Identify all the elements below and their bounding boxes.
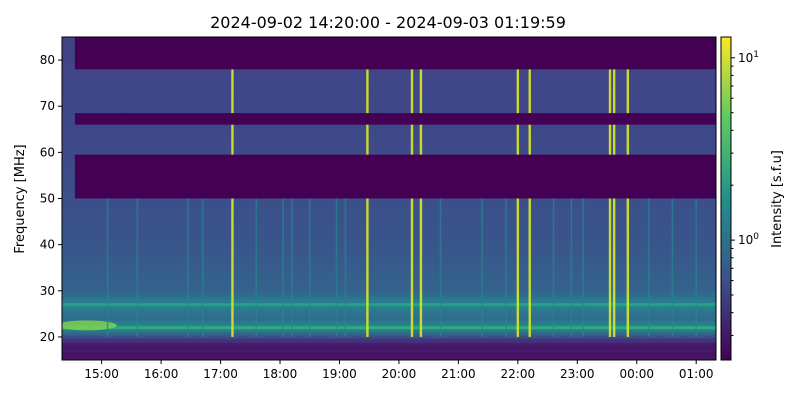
x-tick-label: 00:00 bbox=[619, 367, 654, 381]
y-tick-label: 60 bbox=[40, 145, 55, 159]
y-tick-label: 30 bbox=[40, 284, 55, 298]
faint-burst bbox=[582, 198, 585, 337]
x-tick-label: 15:00 bbox=[84, 367, 119, 381]
faint-burst bbox=[291, 198, 293, 337]
masked-band bbox=[74, 113, 716, 125]
faint-burst bbox=[106, 198, 109, 337]
faint-burst bbox=[282, 198, 284, 337]
y-axis-label: Frequency [MHz] bbox=[13, 144, 28, 253]
y-axis: 20 30 40 50 60 70 80 bbox=[40, 53, 62, 344]
x-tick-label: 18:00 bbox=[263, 367, 298, 381]
bright-burst bbox=[626, 69, 630, 337]
faint-burst bbox=[570, 198, 573, 337]
frequency-band bbox=[62, 303, 716, 307]
chart-title: 2024-09-02 14:20:00 - 2024-09-03 01:19:5… bbox=[210, 13, 566, 32]
bright-burst bbox=[410, 69, 414, 337]
bright-burst bbox=[612, 69, 616, 337]
masked-band bbox=[74, 154, 716, 199]
faint-burst bbox=[505, 198, 507, 337]
faint-burst bbox=[671, 198, 674, 337]
masked-band bbox=[74, 37, 716, 70]
bright-burst bbox=[231, 69, 234, 337]
x-tick-label: 20:00 bbox=[382, 367, 417, 381]
faint-burst bbox=[481, 198, 483, 337]
faint-burst bbox=[439, 198, 442, 337]
y-tick-label: 20 bbox=[40, 330, 55, 344]
colorbar-tick-label: 101 bbox=[738, 50, 759, 65]
faint-burst bbox=[136, 198, 139, 337]
bright-burst bbox=[516, 69, 520, 337]
frequency-band bbox=[62, 349, 716, 353]
bright-burst bbox=[419, 69, 423, 337]
faint-burst bbox=[255, 198, 258, 337]
x-tick-label: 01:00 bbox=[679, 367, 714, 381]
x-tick-label: 19:00 bbox=[322, 367, 357, 381]
bright-burst bbox=[366, 69, 369, 337]
x-tick-label: 21:00 bbox=[441, 367, 476, 381]
y-tick-label: 40 bbox=[40, 238, 55, 252]
faint-burst bbox=[201, 198, 204, 337]
faint-burst bbox=[647, 198, 650, 337]
colorbar-label: Intensity [s.f.u] bbox=[770, 150, 785, 248]
faint-burst bbox=[344, 198, 347, 337]
colorbar-axis: 100 101 bbox=[731, 50, 759, 336]
x-tick-label: 16:00 bbox=[144, 367, 179, 381]
colorbar-tick-label: 100 bbox=[738, 232, 759, 247]
x-tick-label: 22:00 bbox=[501, 367, 536, 381]
y-tick-label: 70 bbox=[40, 99, 55, 113]
x-tick-label: 17:00 bbox=[203, 367, 238, 381]
bright-burst bbox=[608, 69, 612, 337]
bright-burst bbox=[528, 69, 531, 337]
faint-burst bbox=[187, 198, 189, 337]
frequency-band bbox=[62, 326, 716, 330]
y-tick-label: 80 bbox=[40, 53, 55, 67]
low-frequency-patch bbox=[62, 320, 117, 331]
frequency-band bbox=[62, 340, 716, 344]
x-axis: 15:00 16:00 17:00 18:00 19:00 20:00 21:00 22:00… bbox=[84, 360, 713, 381]
faint-burst bbox=[695, 198, 698, 337]
faint-burst bbox=[335, 198, 338, 337]
colorbar bbox=[720, 36, 732, 361]
faint-burst bbox=[308, 198, 311, 337]
spectrogram-plot-area bbox=[62, 37, 716, 360]
x-tick-label: 23:00 bbox=[560, 367, 595, 381]
y-tick-label: 50 bbox=[40, 192, 55, 206]
faint-burst bbox=[552, 198, 555, 337]
